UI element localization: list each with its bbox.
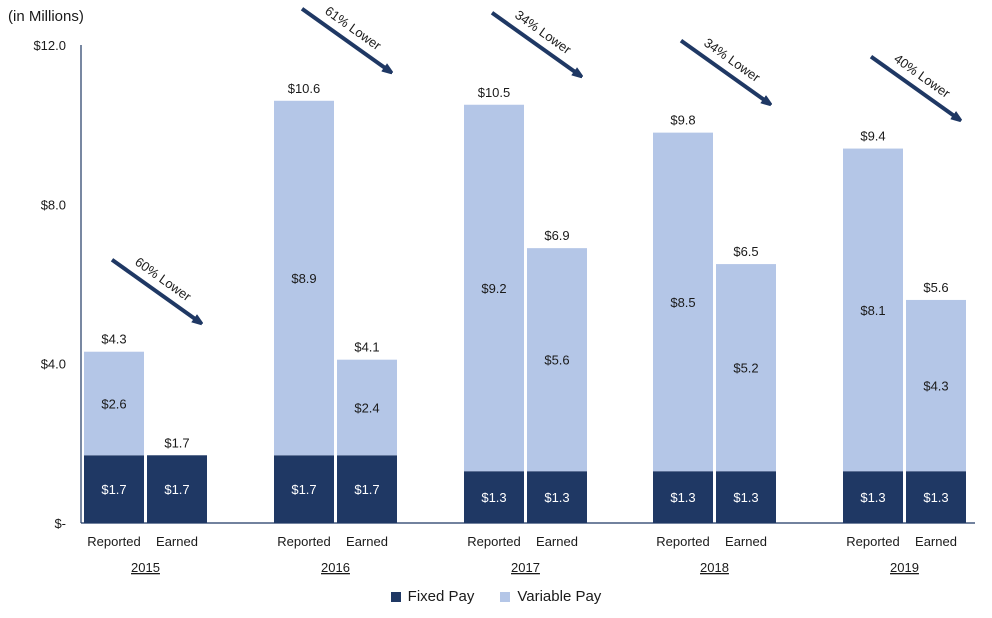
y-tick-label-0: $- (54, 516, 66, 531)
bar-variable-2016-reported (274, 100, 334, 456)
unit-label: (in Millions) (8, 8, 84, 25)
bar-variable-2019-reported (843, 148, 903, 472)
annotation-arrow-2018 (679, 39, 768, 103)
label-total-2019-earned: $5.6 (923, 280, 948, 295)
y-tick-label-2: $8.0 (41, 197, 66, 212)
legend-label-fixed-pay: Fixed Pay (407, 588, 475, 605)
legend-item-fixed-pay: Fixed Pay (390, 588, 475, 605)
bar-variable-2015-reported (84, 351, 144, 456)
year-label-2018: 2018 (700, 560, 729, 575)
bar-variable-2017-reported (464, 104, 524, 472)
bar-fixed-2016-reported (274, 455, 334, 523)
category-label-2016-reported: Reported (277, 534, 330, 549)
label-fixed-2016-earned: $1.7 (354, 482, 379, 497)
bar-fixed-2018-reported (653, 471, 713, 523)
label-fixed-2018-reported: $1.3 (670, 490, 695, 505)
label-total-2019-reported: $9.4 (860, 129, 885, 144)
category-label-2016-earned: Earned (346, 534, 388, 549)
category-label-2015-earned: Earned (156, 534, 198, 549)
annotation-arrow-2015 (110, 258, 199, 322)
year-label-2016: 2016 (321, 560, 350, 575)
label-total-2016-earned: $4.1 (354, 340, 379, 355)
label-total-2017-earned: $6.9 (544, 228, 569, 243)
bar-variable-2018-reported (653, 132, 713, 472)
label-total-2016-reported: $10.6 (288, 81, 321, 96)
label-fixed-2016-reported: $1.7 (291, 482, 316, 497)
category-label-2018-reported: Reported (656, 534, 709, 549)
label-variable-2017-reported: $9.2 (481, 281, 506, 296)
annotation-arrow-2016 (300, 7, 389, 71)
y-tick-label-3: $12.0 (33, 38, 66, 53)
legend: Fixed Pay Variable Pay (0, 588, 992, 605)
annotation-arrow-2019 (869, 54, 958, 119)
category-label-2015-reported: Reported (87, 534, 140, 549)
bar-fixed-2018-earned (716, 471, 776, 523)
bar-variable-2017-earned (527, 248, 587, 472)
label-fixed-2017-earned: $1.3 (544, 490, 569, 505)
label-variable-2015-reported: $2.6 (101, 397, 126, 412)
label-variable-2018-earned: $5.2 (733, 361, 758, 376)
year-label-2015: 2015 (131, 560, 160, 575)
category-label-2018-earned: Earned (725, 534, 767, 549)
label-total-2018-earned: $6.5 (733, 244, 758, 259)
y-tick-label-1: $4.0 (41, 357, 66, 372)
category-label-2017-earned: Earned (536, 534, 578, 549)
year-label-2017: 2017 (511, 560, 540, 575)
legend-item-variable-pay: Variable Pay (500, 588, 601, 605)
bar-fixed-2017-earned (527, 471, 587, 523)
year-label-2019: 2019 (890, 560, 919, 575)
label-variable-2016-reported: $8.9 (291, 271, 316, 286)
label-fixed-2015-earned: $1.7 (164, 482, 189, 497)
bar-fixed-2016-earned (337, 455, 397, 523)
label-total-2015-reported: $4.3 (101, 332, 126, 347)
label-total-2017-reported: $10.5 (478, 85, 511, 100)
bar-variable-2019-earned (906, 299, 966, 472)
bar-fixed-2015-earned (147, 455, 207, 523)
label-total-2015-earned: $1.7 (164, 435, 189, 450)
legend-label-variable-pay: Variable Pay (517, 588, 602, 605)
label-variable-2019-reported: $8.1 (860, 303, 885, 318)
category-label-2019-reported: Reported (846, 534, 899, 549)
label-fixed-2019-earned: $1.3 (923, 490, 948, 505)
category-label-2019-earned: Earned (915, 534, 957, 549)
bar-fixed-2019-reported (843, 471, 903, 523)
label-variable-2019-earned: $4.3 (923, 379, 948, 394)
label-fixed-2017-reported: $1.3 (481, 490, 506, 505)
bar-variable-2016-earned (337, 359, 397, 456)
annotation-arrow-2017 (490, 11, 579, 75)
legend-swatch-fixed-pay (390, 591, 401, 602)
legend-swatch-variable-pay (500, 591, 511, 602)
label-fixed-2015-reported: $1.7 (101, 482, 126, 497)
label-fixed-2019-reported: $1.3 (860, 490, 885, 505)
label-total-2018-reported: $9.8 (670, 113, 695, 128)
label-variable-2017-earned: $5.6 (544, 353, 569, 368)
bar-fixed-2015-reported (84, 455, 144, 523)
bar-variable-2018-earned (716, 264, 776, 472)
category-label-2017-reported: Reported (467, 534, 520, 549)
label-variable-2018-reported: $8.5 (670, 295, 695, 310)
label-fixed-2018-earned: $1.3 (733, 490, 758, 505)
bar-fixed-2017-reported (464, 471, 524, 523)
label-variable-2016-earned: $2.4 (354, 400, 379, 415)
bar-fixed-2019-earned (906, 471, 966, 523)
